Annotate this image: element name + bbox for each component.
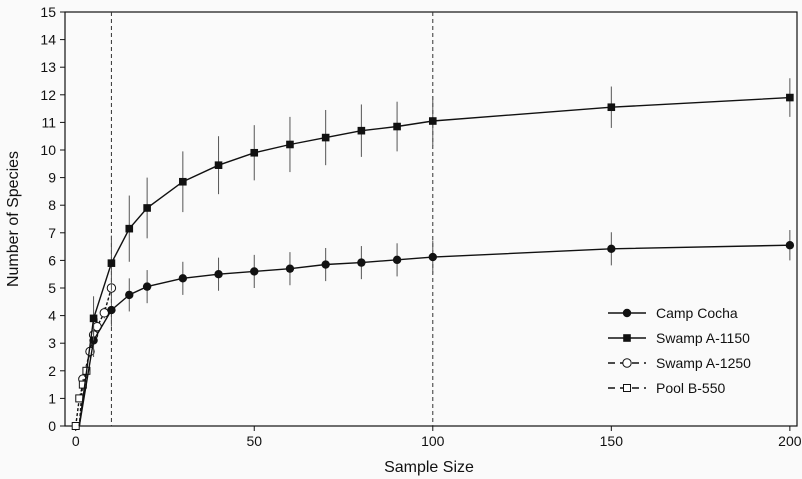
series-swamp-a-1150 <box>78 78 794 427</box>
data-point <box>179 177 187 186</box>
legend-label: Swamp A-1150 <box>656 330 750 346</box>
data-point <box>607 244 616 254</box>
series-line <box>78 96 790 427</box>
data-point <box>286 140 294 149</box>
data-point <box>107 259 116 267</box>
y-tick-label: 10 <box>40 142 56 158</box>
data-point <box>250 148 259 157</box>
data-point <box>214 161 223 169</box>
series-layer <box>71 78 795 430</box>
data-point <box>428 252 437 262</box>
data-point <box>392 255 402 265</box>
data-point <box>607 103 616 112</box>
legend-marker <box>622 358 632 368</box>
data-point <box>214 270 223 279</box>
legend-marker <box>623 334 631 342</box>
legend-label: Pool B-550 <box>656 380 725 396</box>
plot-frame <box>64 11 798 427</box>
y-tick-label: 11 <box>41 114 56 130</box>
data-point <box>125 290 134 300</box>
legend: Camp Cocha Swamp A-1150 Swamp A-1250 Pool B… <box>608 305 751 396</box>
x-tick-label: 150 <box>600 433 624 449</box>
legend-label: Camp Cocha <box>656 305 738 321</box>
y-tick-label: 8 <box>48 197 56 213</box>
y-tick-label: 0 <box>48 418 56 434</box>
x-tick-label: 100 <box>421 433 445 449</box>
data-point <box>786 93 794 102</box>
y-axis-title: Number of Species <box>5 151 22 287</box>
x-tick-label: 200 <box>778 433 802 449</box>
legend-marker <box>622 308 632 318</box>
data-point <box>143 204 151 212</box>
y-tick-label: 12 <box>40 87 56 103</box>
y-tick-label: 5 <box>48 280 56 296</box>
legend-marker <box>623 384 631 392</box>
y-tick-label: 9 <box>48 170 56 186</box>
legend-entry-pool-b-550: Pool B-550 <box>608 380 725 396</box>
y-tick-label: 13 <box>40 59 56 75</box>
legend-entry-swamp-a-1250: Swamp A-1250 <box>608 355 751 371</box>
data-point <box>285 264 295 273</box>
data-point <box>89 314 98 323</box>
series-camp-cocha <box>78 230 795 427</box>
data-point <box>107 305 116 315</box>
y-tick-label: 15 <box>40 4 56 20</box>
data-point <box>321 133 330 142</box>
x-axis: 0 50 100 150 200 <box>72 426 802 449</box>
reference-lines <box>110 12 434 426</box>
data-point <box>99 308 109 318</box>
y-tick-label: 6 <box>48 252 56 268</box>
data-point <box>75 394 84 403</box>
data-point <box>250 267 259 276</box>
data-point <box>321 260 330 269</box>
data-point <box>785 241 795 250</box>
data-point <box>393 122 401 131</box>
y-tick-label: 4 <box>48 308 56 324</box>
legend-label: Swamp A-1250 <box>656 355 751 371</box>
data-point <box>357 126 366 135</box>
y-tick-label: 14 <box>40 32 56 48</box>
x-tick-label: 50 <box>246 433 262 449</box>
series-line <box>78 287 113 427</box>
data-point <box>357 258 366 267</box>
legend-entry-swamp-a-1150: Swamp A-1150 <box>608 330 750 346</box>
data-point <box>71 422 80 430</box>
data-point <box>125 224 134 233</box>
y-tick-label: 1 <box>48 390 56 406</box>
data-point <box>178 274 188 283</box>
y-tick-label: 2 <box>48 363 56 379</box>
y-tick-label: 7 <box>48 225 56 241</box>
legend-entry-camp-cocha: Camp Cocha <box>608 305 738 321</box>
data-point <box>142 282 152 291</box>
x-axis-title: Sample Size <box>384 459 474 476</box>
x-tick-label: 0 <box>72 433 80 449</box>
series-swamp-a-1250 <box>78 283 117 427</box>
data-point <box>428 117 437 125</box>
y-tick-label: 3 <box>48 335 56 351</box>
